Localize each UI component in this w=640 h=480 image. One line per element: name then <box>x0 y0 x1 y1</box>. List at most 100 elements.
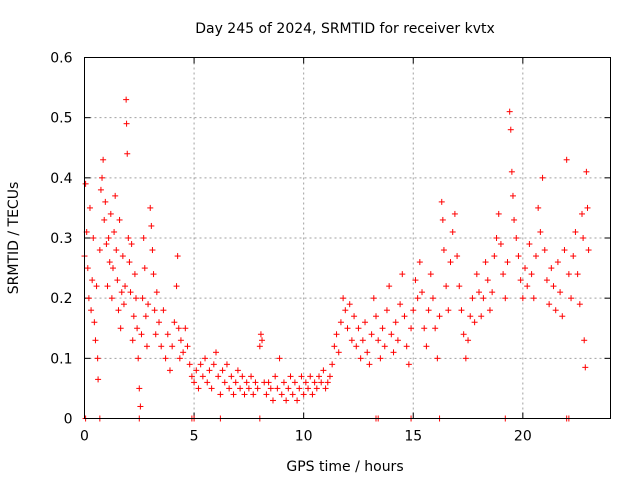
data-point <box>574 271 581 278</box>
data-point <box>208 385 215 392</box>
data-point <box>92 337 99 344</box>
data-point <box>226 385 233 392</box>
data-point <box>329 361 336 368</box>
data-point <box>557 289 564 296</box>
data-point <box>125 235 132 241</box>
data-point <box>156 319 163 326</box>
data-point <box>217 391 224 398</box>
data-point <box>193 367 200 374</box>
data-point <box>102 198 109 205</box>
data-point <box>408 325 415 332</box>
data-point <box>90 235 97 241</box>
data-point <box>272 373 279 380</box>
data-point <box>164 331 171 338</box>
data-point <box>353 343 360 350</box>
data-point <box>583 168 590 175</box>
y-tick-label: 0.5 <box>50 111 72 127</box>
data-point <box>252 379 259 386</box>
data-point <box>176 355 183 362</box>
data-point <box>414 295 421 302</box>
data-point <box>449 228 456 235</box>
data-point <box>493 235 500 241</box>
data-point <box>524 283 531 290</box>
y-tick-label: 0.1 <box>50 351 72 367</box>
data-point <box>153 289 160 296</box>
data-point <box>143 343 150 350</box>
data-point <box>169 343 176 350</box>
data-point <box>202 355 209 362</box>
y-tick-label: 0.3 <box>50 231 72 247</box>
data-point <box>552 307 559 314</box>
data-point <box>278 391 285 398</box>
data-point <box>368 331 375 338</box>
data-point <box>454 253 461 260</box>
data-point <box>331 343 338 350</box>
data-point <box>128 241 135 248</box>
data-point <box>124 150 131 157</box>
data-point <box>307 373 314 380</box>
data-point <box>173 283 180 290</box>
data-point <box>126 259 133 266</box>
data-point <box>84 265 91 272</box>
data-point <box>180 349 187 356</box>
data-point <box>532 253 539 260</box>
data-point <box>436 313 443 320</box>
data-point <box>123 120 130 127</box>
data-point <box>554 259 561 266</box>
data-point <box>219 367 226 374</box>
data-point <box>471 319 478 326</box>
data-point <box>372 313 379 320</box>
data-point <box>228 373 235 380</box>
data-point <box>359 337 366 344</box>
x-tick-label: 5 <box>190 429 199 445</box>
data-point <box>546 301 553 308</box>
data-point <box>342 307 349 314</box>
data-point <box>509 192 516 199</box>
data-point <box>287 373 294 380</box>
plot-frame <box>84 57 611 419</box>
data-point <box>565 271 572 278</box>
data-point <box>131 271 138 278</box>
data-point <box>237 385 244 392</box>
data-point <box>274 385 281 392</box>
data-point <box>585 247 592 254</box>
data-point <box>427 271 434 278</box>
data-point <box>91 319 98 326</box>
data-point <box>162 355 169 362</box>
data-point <box>511 216 518 223</box>
data-point <box>559 313 566 320</box>
data-point <box>101 216 108 223</box>
data-point <box>197 361 204 368</box>
data-point <box>116 216 123 223</box>
data-point <box>383 307 390 314</box>
data-point <box>440 247 447 254</box>
data-point <box>357 355 364 362</box>
data-point <box>541 247 548 254</box>
data-point <box>539 174 546 181</box>
data-point <box>515 253 522 260</box>
data-point <box>305 385 312 392</box>
data-point <box>390 349 397 356</box>
data-point <box>140 235 147 241</box>
data-point <box>195 385 202 392</box>
data-point <box>150 271 157 278</box>
data-point <box>576 301 583 308</box>
data-point <box>399 271 406 278</box>
data-point <box>109 265 116 272</box>
data-point <box>508 168 515 175</box>
data-point <box>250 391 257 398</box>
data-point <box>120 301 127 308</box>
data-point <box>166 367 173 374</box>
data-point <box>291 379 298 386</box>
data-point <box>416 259 423 266</box>
data-point <box>175 325 182 332</box>
data-point <box>392 319 399 326</box>
data-point <box>186 361 193 368</box>
data-point <box>582 364 589 371</box>
data-point <box>239 373 246 380</box>
data-point <box>333 331 340 338</box>
data-point <box>445 307 452 314</box>
data-point <box>561 247 568 254</box>
data-point <box>484 277 491 284</box>
